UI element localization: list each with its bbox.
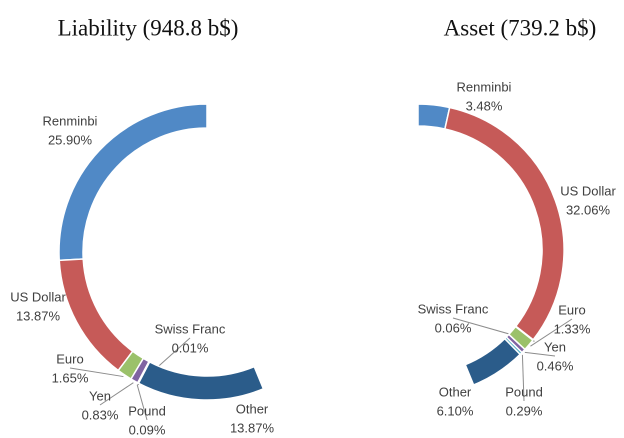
category-label: Euro bbox=[558, 302, 585, 317]
value-label: 0.01% bbox=[172, 340, 209, 355]
category-label: Other bbox=[236, 401, 269, 416]
category-label: Renminbi bbox=[457, 79, 512, 94]
leader-line bbox=[530, 318, 573, 347]
value-label: 1.33% bbox=[554, 321, 591, 336]
value-label: 13.87% bbox=[230, 420, 275, 435]
value-label: 1.65% bbox=[52, 370, 89, 385]
value-label: 32.06% bbox=[566, 202, 611, 217]
chart-title: Liability (948.8 b$) bbox=[58, 15, 239, 40]
category-label: Renminbi bbox=[43, 113, 98, 128]
category-label: Yen bbox=[89, 388, 111, 403]
category-label: Pound bbox=[128, 403, 166, 418]
leader-line bbox=[521, 354, 525, 402]
value-label: 0.29% bbox=[506, 403, 543, 418]
category-label: US Dollar bbox=[10, 289, 66, 304]
category-label: Swiss Franc bbox=[155, 321, 226, 336]
category-label: Other bbox=[439, 384, 472, 399]
category-label: Yen bbox=[544, 339, 566, 354]
value-label: 6.10% bbox=[437, 403, 474, 418]
chart-title: Asset (739.2 b$) bbox=[444, 15, 597, 40]
category-label: Pound bbox=[505, 384, 543, 399]
leader-line bbox=[99, 382, 134, 406]
leader-line bbox=[69, 367, 124, 378]
category-label: US Dollar bbox=[560, 183, 616, 198]
donut-segment bbox=[417, 103, 451, 130]
value-label: 0.46% bbox=[537, 358, 574, 373]
category-label: Euro bbox=[56, 351, 83, 366]
category-label: Swiss Franc bbox=[418, 301, 489, 316]
value-label: 3.48% bbox=[466, 98, 503, 113]
value-label: 0.83% bbox=[82, 407, 119, 422]
donut-segment bbox=[464, 337, 522, 386]
leader-line bbox=[524, 351, 556, 357]
value-label: 0.09% bbox=[129, 422, 166, 437]
value-label: 13.87% bbox=[16, 308, 61, 323]
leader-line bbox=[136, 384, 148, 421]
donut-segment bbox=[137, 360, 265, 401]
value-label: 25.90% bbox=[48, 132, 93, 147]
value-label: 0.06% bbox=[435, 320, 472, 335]
